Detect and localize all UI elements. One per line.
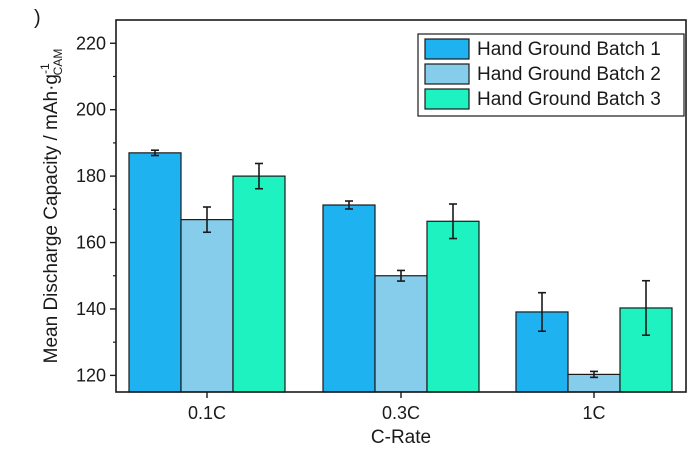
- error-bar-2-1C: [590, 370, 598, 379]
- bar-2-0.1C: [180, 219, 234, 393]
- error-bar-1-0.1C: [151, 149, 159, 157]
- error-bar-1-0.3C: [345, 200, 353, 210]
- panel-label: ): [34, 7, 41, 29]
- bar-1-0.3C: [322, 204, 376, 393]
- legend-swatch-1: [424, 38, 470, 60]
- y-axis-title-sub: CAM: [51, 49, 65, 76]
- x-tick-label-0.3C: 0.3C: [382, 403, 420, 423]
- error-bar-3-1C: [642, 279, 650, 337]
- y-axis-title: Mean Discharge Capacity / mAh·g-1CAM: [38, 49, 65, 364]
- bar-2-0.3C: [374, 275, 428, 393]
- error-bar-2-0.3C: [397, 269, 405, 282]
- y-axis-title-main: Mean Discharge Capacity / mAh·g: [41, 74, 62, 363]
- y-tick-label-140: 140: [76, 299, 106, 319]
- x-axis: 0.1C 0.3C 1C: [188, 392, 606, 423]
- bar-3-0.3C: [426, 220, 480, 393]
- y-tick-label-220: 220: [76, 33, 106, 53]
- legend-label-1: Hand Ground Batch 1: [477, 39, 661, 60]
- x-axis-title: C-Rate: [371, 427, 431, 448]
- y-tick-label-180: 180: [76, 166, 106, 186]
- y-axis-title-sup: -1: [38, 63, 52, 74]
- error-bar-3-0.1C: [255, 162, 263, 190]
- error-bar-2-0.1C: [203, 206, 211, 234]
- error-bar-1-1C: [538, 291, 546, 333]
- y-tick-label-160: 160: [76, 233, 106, 253]
- bar-3-0.1C: [232, 175, 286, 393]
- y-tick-label-200: 200: [76, 100, 106, 120]
- y-tick-label-120: 120: [76, 365, 106, 385]
- y-axis: 120 140 160 180 200 220: [76, 33, 116, 385]
- x-tick-label-0.1C: 0.1C: [188, 403, 226, 423]
- error-bars-layer: [151, 149, 650, 379]
- bar-1-0.1C: [128, 152, 182, 393]
- legend-swatch-2: [424, 63, 470, 85]
- legend-label-2: Hand Ground Batch 2: [477, 64, 661, 85]
- legend: Hand Ground Batch 1 Hand Ground Batch 2 Ha…: [417, 33, 685, 117]
- error-bar-3-0.3C: [449, 203, 457, 240]
- legend-swatch-3: [424, 88, 470, 110]
- legend-label-3: Hand Ground Batch 3: [477, 89, 661, 110]
- x-tick-label-1C: 1C: [582, 403, 605, 423]
